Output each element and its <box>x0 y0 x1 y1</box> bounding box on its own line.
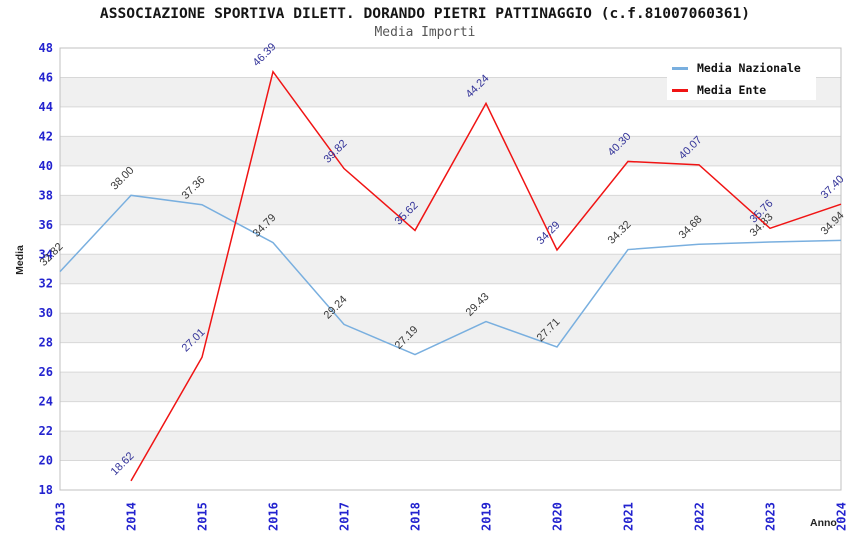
y-tick-label: 46 <box>39 70 53 84</box>
y-tick-label: 24 <box>39 395 53 409</box>
plot-band <box>60 372 841 402</box>
legend-label-media-nazionale: Media Nazionale <box>697 61 801 75</box>
x-tick-label: 2023 <box>764 502 778 531</box>
y-tick-label: 40 <box>39 159 53 173</box>
y-tick-label: 32 <box>39 277 53 291</box>
legend-item-media-nazionale: Media Nazionale <box>667 57 816 79</box>
y-tick-label: 48 <box>39 41 53 55</box>
plot-band <box>60 431 841 461</box>
x-tick-label: 2017 <box>338 502 352 531</box>
series-line <box>59 194 842 356</box>
x-tick-label: 2014 <box>125 502 139 531</box>
x-tick-label: 2021 <box>622 502 636 531</box>
y-tick-label: 38 <box>39 188 53 202</box>
y-tick-label: 18 <box>39 483 53 497</box>
y-tick-label: 28 <box>39 336 53 350</box>
y-tick-label: 30 <box>39 306 53 320</box>
x-axis-title: Anno <box>810 517 837 529</box>
plot-band <box>60 136 841 166</box>
plot-band <box>60 283 841 314</box>
y-tick-label: 22 <box>39 424 53 438</box>
chart-title: ASSOCIAZIONE SPORTIVA DILETT. DORANDO PI… <box>99 5 751 22</box>
line-swatch-icon <box>672 66 688 70</box>
line-swatch-icon <box>672 88 688 92</box>
x-tick-label: 2024 <box>835 502 849 531</box>
chart-subtitle: Media Importi <box>374 25 476 40</box>
plot-band <box>60 195 841 225</box>
y-tick-label: 34 <box>39 247 53 261</box>
y-tick-label: 26 <box>39 365 53 379</box>
x-tick-label: 2015 <box>196 502 210 531</box>
series-line <box>130 69 842 482</box>
x-tick-label: 2022 <box>693 502 707 531</box>
y-tick-label: 36 <box>39 218 53 232</box>
plot-border <box>59 47 842 491</box>
y-axis-title: Media <box>14 245 26 275</box>
plot-band <box>60 401 841 432</box>
x-tick-label: 2016 <box>267 502 281 531</box>
y-tick-label: 20 <box>39 454 53 468</box>
y-tick-label: 42 <box>39 129 53 143</box>
plot-band <box>60 224 841 255</box>
x-tick-label: 2013 <box>54 502 68 531</box>
legend: Media Nazionale Media Ente <box>667 51 816 100</box>
plot-band <box>60 106 841 137</box>
legend-item-media-ente: Media Ente <box>667 79 816 101</box>
plot-band <box>60 165 841 196</box>
plot-band <box>60 342 841 373</box>
y-tick-label: 44 <box>39 100 53 114</box>
x-tick-label: 2019 <box>480 502 494 531</box>
legend-label-media-ente: Media Ente <box>697 83 767 97</box>
x-tick-label: 2018 <box>409 502 423 531</box>
plot-band <box>60 254 841 284</box>
x-tick-label: 2020 <box>551 502 565 531</box>
plot-band <box>60 460 841 490</box>
